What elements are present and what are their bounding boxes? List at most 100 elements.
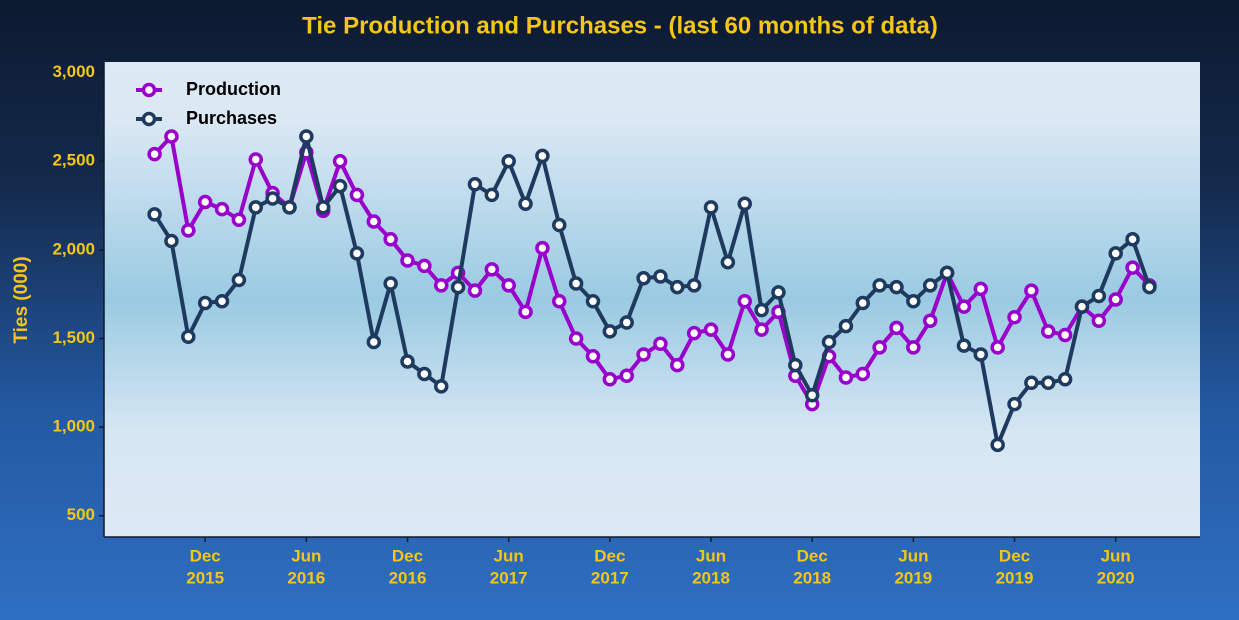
data-point bbox=[147, 146, 162, 162]
data-point bbox=[535, 148, 550, 164]
data-point bbox=[383, 231, 398, 247]
x-tick-label: 2018 bbox=[692, 568, 730, 587]
x-tick-label: 2015 bbox=[186, 568, 224, 587]
legend-label: Purchases bbox=[186, 108, 277, 128]
data-point bbox=[602, 324, 618, 339]
data-point bbox=[518, 196, 533, 212]
data-point bbox=[838, 318, 854, 334]
data-point bbox=[484, 262, 500, 277]
data-point bbox=[147, 207, 162, 222]
y-tick-label: 2,000 bbox=[52, 239, 95, 258]
data-point bbox=[535, 240, 550, 256]
x-tick-label: 2017 bbox=[490, 568, 528, 587]
data-point bbox=[1040, 324, 1056, 339]
data-point bbox=[956, 299, 972, 314]
data-point bbox=[956, 338, 972, 353]
data-point bbox=[1142, 279, 1157, 295]
data-point bbox=[164, 129, 179, 144]
data-point bbox=[939, 265, 955, 281]
data-point bbox=[1091, 313, 1107, 329]
data-point bbox=[1091, 288, 1107, 304]
data-point bbox=[231, 272, 247, 288]
data-point bbox=[720, 347, 736, 362]
data-point bbox=[821, 334, 837, 350]
x-tick-label: 2016 bbox=[287, 568, 325, 587]
x-tick-label: Dec bbox=[392, 546, 423, 565]
x-tick-label: Jun bbox=[898, 546, 928, 565]
data-point bbox=[197, 295, 213, 311]
x-tick-label: Jun bbox=[291, 546, 321, 565]
data-point bbox=[501, 278, 516, 293]
data-point bbox=[720, 255, 736, 270]
data-point bbox=[585, 294, 601, 309]
data-point bbox=[417, 366, 432, 382]
data-point bbox=[332, 154, 348, 169]
data-point bbox=[922, 313, 938, 329]
chart-title: Tie Production and Purchases - (last 60 … bbox=[302, 12, 938, 39]
x-tick-label: Dec bbox=[594, 546, 625, 565]
x-tick-label: 2020 bbox=[1097, 568, 1135, 587]
data-point bbox=[872, 340, 887, 355]
x-tick-label: Dec bbox=[190, 546, 221, 565]
data-point bbox=[653, 336, 668, 352]
data-point bbox=[315, 200, 331, 215]
data-point bbox=[1125, 231, 1140, 247]
x-tick-label: 2016 bbox=[389, 568, 427, 587]
legend-marker bbox=[141, 82, 157, 98]
data-point bbox=[653, 269, 668, 284]
data-point bbox=[855, 366, 871, 382]
series-line bbox=[152, 134, 1152, 447]
data-point bbox=[973, 281, 989, 297]
data-point bbox=[450, 279, 466, 295]
x-tick-label: Jun bbox=[696, 546, 726, 565]
data-point bbox=[737, 294, 752, 309]
data-point bbox=[804, 387, 820, 403]
data-point bbox=[973, 347, 989, 362]
data-point bbox=[417, 258, 432, 274]
data-point bbox=[855, 295, 871, 311]
data-point bbox=[214, 201, 230, 217]
data-point bbox=[1007, 309, 1022, 325]
y-tick-label: 1,000 bbox=[52, 417, 95, 436]
data-point bbox=[636, 347, 651, 362]
data-point bbox=[366, 334, 382, 350]
data-point bbox=[467, 283, 483, 298]
data-point bbox=[636, 270, 651, 286]
x-tick-label: Jun bbox=[1101, 546, 1131, 565]
data-point bbox=[771, 285, 786, 300]
x-tick-label: 2017 bbox=[591, 568, 629, 587]
y-tick-label: 1,500 bbox=[52, 328, 95, 347]
data-point bbox=[686, 325, 702, 341]
data-point bbox=[231, 212, 247, 227]
x-tick-label: Dec bbox=[797, 546, 828, 565]
data-point bbox=[686, 278, 702, 293]
data-point bbox=[737, 196, 752, 212]
x-tick-label: Dec bbox=[999, 546, 1030, 565]
x-tick-label: 2019 bbox=[894, 568, 932, 587]
data-point bbox=[349, 187, 365, 203]
data-point bbox=[1057, 327, 1073, 343]
data-point bbox=[619, 315, 634, 330]
data-point bbox=[703, 322, 719, 337]
data-point bbox=[197, 194, 213, 210]
data-point bbox=[1108, 292, 1123, 307]
data-point bbox=[1074, 299, 1090, 314]
data-point bbox=[889, 320, 904, 336]
data-point bbox=[906, 340, 921, 355]
y-axis-label: Ties (000) bbox=[11, 256, 32, 343]
legend-marker bbox=[141, 111, 157, 127]
data-point bbox=[299, 129, 314, 144]
data-point bbox=[248, 200, 264, 215]
data-point bbox=[788, 357, 803, 373]
data-point bbox=[383, 276, 398, 291]
data-point bbox=[1040, 375, 1056, 391]
data-point bbox=[922, 278, 938, 293]
x-tick-label: Jun bbox=[494, 546, 524, 565]
data-point bbox=[552, 217, 567, 233]
y-tick-label: 3,000 bbox=[52, 62, 95, 81]
data-point bbox=[990, 437, 1005, 453]
data-point bbox=[467, 177, 483, 192]
data-point bbox=[670, 279, 685, 295]
data-point bbox=[585, 348, 601, 364]
data-point bbox=[619, 368, 634, 383]
